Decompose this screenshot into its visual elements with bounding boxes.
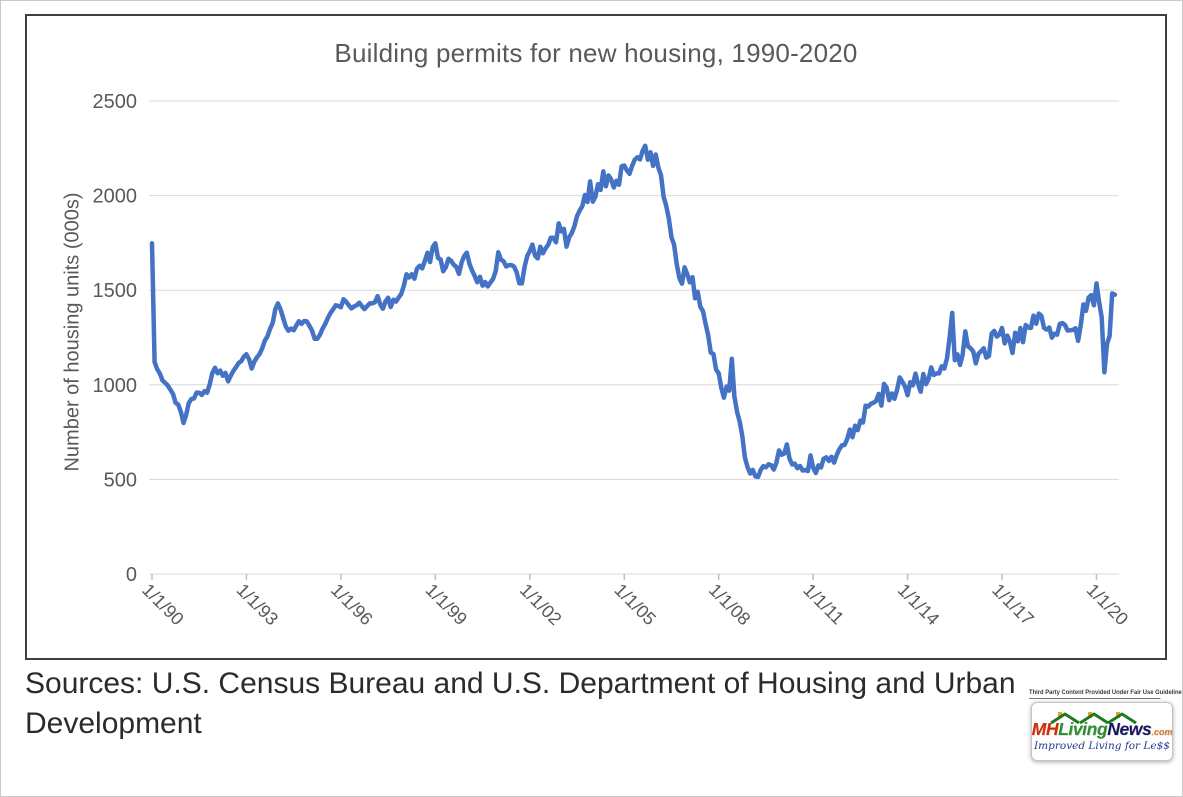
brand-mh: MH	[1031, 718, 1059, 739]
rooflines-icon	[1050, 711, 1137, 724]
y-tick-label: 0	[126, 564, 137, 586]
brand-tld: .com	[1151, 726, 1173, 737]
logo-tagline: Improved Living for Le$$	[1034, 740, 1170, 753]
y-tick-label: 2500	[93, 91, 138, 113]
x-tick-label: 1/1/90	[138, 580, 188, 630]
mhlivingnews-logo: MHLivingNews.com Improved Living for Le$…	[1031, 702, 1173, 761]
fair-use-note: Third Party Content Provided Under Fair …	[1029, 689, 1182, 699]
y-tick-label: 2000	[93, 186, 138, 208]
x-tick-label: 1/1/08	[705, 580, 755, 630]
x-tick-label: 1/1/93	[233, 580, 283, 630]
chart-figure: Building permits for new housing, 1990-2…	[25, 14, 1167, 660]
x-tick-label: 1/1/05	[610, 580, 660, 630]
x-tick-label: 1/1/99	[422, 580, 472, 630]
y-tick-label: 1000	[93, 375, 138, 397]
x-tick-label: 1/1/02	[516, 580, 566, 630]
x-tick-label: 1/1/20	[1083, 580, 1133, 630]
y-tick-label: 1500	[93, 280, 138, 302]
sources-text: Sources: U.S. Census Bureau and U.S. Dep…	[25, 667, 1016, 740]
x-tick-label: 1/1/96	[327, 580, 377, 630]
x-tick-label: 1/1/17	[988, 580, 1038, 630]
brand-wordmark: MHLivingNews.com	[1031, 718, 1173, 739]
chart-title: Building permits for new housing, 1990-2…	[334, 38, 858, 68]
y-tick-label: 500	[104, 469, 137, 491]
data-line-building-permits	[149, 143, 1118, 480]
brand-living: Living	[1058, 718, 1108, 739]
plot-canvas: 0 500 1000 1500 2000 2500 1/1/90 1/1/93 1/1/96 1/…	[93, 91, 1133, 630]
x-tick-label: 1/1/11	[799, 580, 848, 629]
x-tick-label: 1/1/14	[894, 580, 944, 630]
brand-news: News	[1107, 718, 1152, 739]
